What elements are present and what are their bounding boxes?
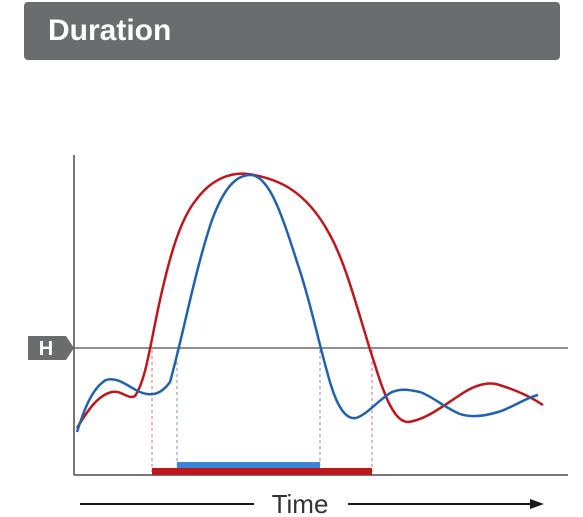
red-duration-bar	[152, 468, 372, 475]
time-arrow-head-icon	[530, 499, 544, 509]
blue-duration-bar	[177, 462, 320, 468]
blue-curve	[75, 173, 539, 433]
page-title: Duration	[48, 14, 172, 47]
red-curve	[75, 172, 544, 429]
threshold-label: H	[39, 338, 53, 360]
title-bar: Duration	[24, 2, 560, 60]
threshold-marker-shape	[28, 336, 74, 360]
time-axis-label: Time	[272, 489, 329, 517]
threshold-marker: H	[28, 336, 74, 360]
